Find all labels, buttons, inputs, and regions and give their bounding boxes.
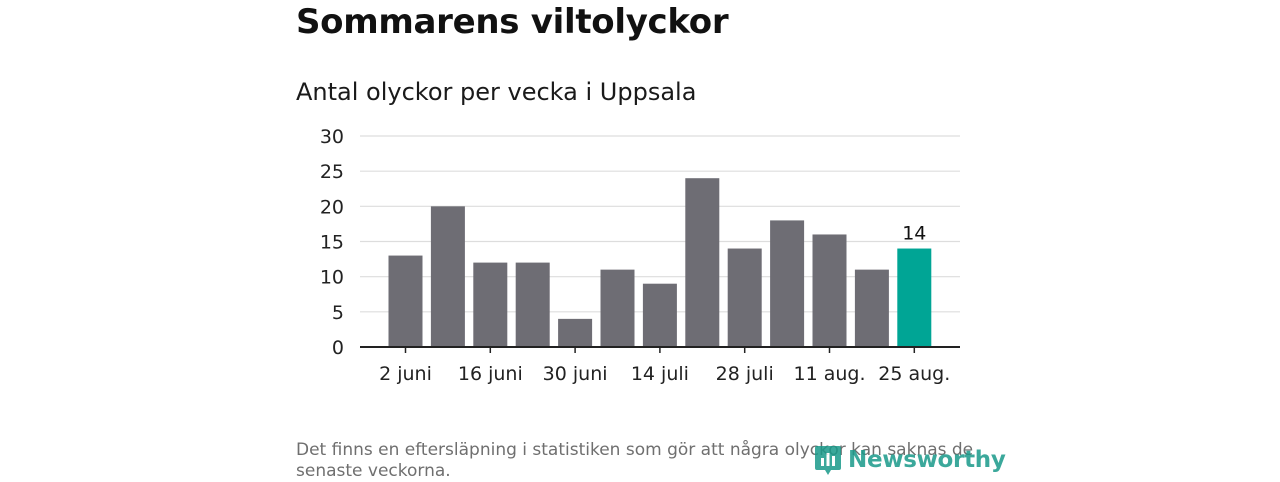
y-tick-label: 0 — [332, 337, 344, 359]
y-tick-label: 15 — [320, 232, 344, 254]
bar — [685, 178, 720, 347]
y-tick-label: 20 — [320, 196, 344, 218]
bar — [770, 220, 805, 347]
newsworthy-logo-icon — [815, 446, 841, 475]
x-tick-label: 28 juli — [716, 363, 774, 385]
y-tick-label: 30 — [320, 126, 344, 148]
newsworthy-logo: Newsworthy — [814, 444, 1006, 476]
bar — [430, 206, 465, 347]
bar — [727, 248, 762, 347]
y-axis-ticks: 0 5 10 15 20 25 30 — [320, 126, 344, 359]
bar-chart: 0 5 10 15 20 25 30 2 juni 16 juni 30 juni 14 juli… — [320, 126, 960, 385]
y-tick-label: 5 — [332, 302, 344, 324]
x-tick-label: 14 juli — [631, 363, 689, 385]
chart-title: Sommarens viltolyckor — [296, 2, 729, 42]
bar — [515, 262, 550, 347]
bar — [600, 269, 635, 347]
data-label: 14 — [902, 223, 926, 245]
y-tick-label: 25 — [320, 161, 344, 183]
x-tick-label: 30 juni — [543, 363, 608, 385]
bar — [642, 283, 677, 347]
x-tick-label: 16 juni — [458, 363, 523, 385]
bar — [388, 255, 423, 347]
bar — [473, 262, 508, 347]
x-tick-label: 25 aug. — [878, 363, 950, 385]
x-tick-label: 11 aug. — [793, 363, 865, 385]
x-tick-label: 2 juni — [379, 363, 432, 385]
footnote: Det finns en eftersläpning i statistiken… — [296, 440, 974, 481]
bars — [388, 178, 932, 347]
bar — [558, 318, 593, 347]
y-tick-label: 10 — [320, 267, 344, 289]
bar — [812, 234, 847, 347]
chart-subtitle: Antal olyckor per vecka i Uppsala — [296, 78, 697, 106]
data-labels: 14 — [902, 223, 926, 245]
x-axis-ticks: 2 juni 16 juni 30 juni 14 juli 28 juli 11 aug… — [379, 347, 950, 385]
bar-highlight — [897, 248, 932, 347]
brand-name: Newsworthy — [848, 447, 1006, 473]
bar — [854, 269, 889, 347]
